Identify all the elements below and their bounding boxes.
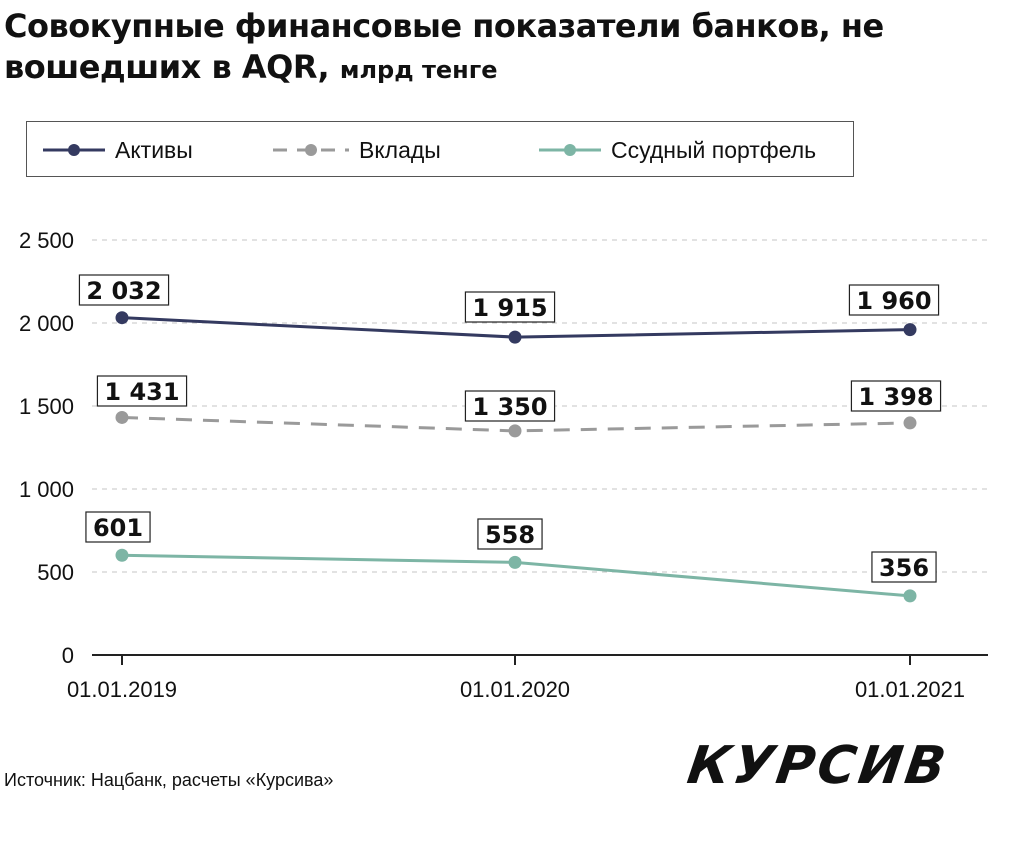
data-point-loan-portfolio <box>903 589 917 603</box>
data-label-deposits: 1 350 <box>464 390 556 422</box>
legend-label-loan-portfolio: Ссудный портфель <box>611 136 817 163</box>
data-label-text: 1 960 <box>856 287 931 315</box>
data-label-box <box>848 284 940 316</box>
data-label-box <box>464 291 556 323</box>
y-tick-label: 2 000 <box>19 311 74 336</box>
x-tick-label: 01.01.2019 <box>67 677 177 702</box>
data-label-box <box>850 380 942 412</box>
y-tick-label: 1 000 <box>19 477 74 502</box>
data-label-text: 1 398 <box>858 383 933 411</box>
data-label-box <box>85 511 151 543</box>
legend-item-deposits: Вклады <box>271 122 441 178</box>
data-point-assets <box>508 330 522 344</box>
y-tick-label: 500 <box>37 560 74 585</box>
legend-swatch-deposits <box>273 144 349 156</box>
legend-swatch-assets <box>43 144 105 156</box>
publisher-logo: КУРСИВ <box>683 736 953 796</box>
data-point-loan-portfolio <box>508 555 522 569</box>
y-tick-label: 0 <box>62 643 74 668</box>
x-tick-label: 01.01.2020 <box>460 677 570 702</box>
data-label-box <box>78 274 170 306</box>
data-label-loan-portfolio: 356 <box>871 551 937 583</box>
data-point-loan-portfolio <box>115 548 129 562</box>
data-label-text: 1 915 <box>472 294 547 322</box>
legend-label-deposits: Вклады <box>359 136 441 163</box>
chart-title-unit: млрд тенге <box>339 56 498 84</box>
data-label-assets: 1 960 <box>848 284 940 316</box>
data-label-text: 2 032 <box>86 277 161 305</box>
data-point-assets <box>903 323 917 337</box>
chart-legend: Активы Вклады Ссудный портфель <box>26 121 854 177</box>
legend-item-assets: Активы <box>41 122 193 178</box>
data-point-deposits <box>115 410 129 424</box>
data-label-text: 601 <box>93 514 143 542</box>
data-label-loan-portfolio: 558 <box>477 518 543 550</box>
data-label-assets: 1 915 <box>464 291 556 323</box>
data-label-text: 558 <box>485 521 535 549</box>
source-note: Источник: Нацбанк, расчеты «Курсива» <box>4 770 334 790</box>
data-point-deposits <box>903 416 917 430</box>
data-point-assets <box>115 311 129 325</box>
data-label-text: 1 431 <box>104 378 179 406</box>
chart-title-main: Совокупные финансовые показатели банков,… <box>4 7 884 86</box>
data-label-assets: 2 032 <box>78 274 170 306</box>
data-label-box <box>477 518 543 550</box>
legend-label-assets: Активы <box>115 136 193 163</box>
y-tick-label: 1 500 <box>19 394 74 419</box>
data-label-deposits: 1 398 <box>850 380 942 412</box>
data-label-box <box>464 390 556 422</box>
data-point-deposits <box>508 424 522 438</box>
data-label-box <box>871 551 937 583</box>
y-tick-label: 2 500 <box>19 228 74 253</box>
chart-title: Совокупные финансовые показатели банков,… <box>4 6 1014 91</box>
legend-item-loan-portfolio: Ссудный портфель <box>537 122 816 178</box>
legend-swatch-loan-portfolio <box>539 144 601 156</box>
x-tick-label: 01.01.2021 <box>855 677 965 702</box>
data-label-text: 1 350 <box>472 393 547 421</box>
data-label-box <box>96 375 188 407</box>
data-label-loan-portfolio: 601 <box>85 511 151 543</box>
data-label-text: 356 <box>879 554 929 582</box>
data-label-deposits: 1 431 <box>96 375 188 407</box>
